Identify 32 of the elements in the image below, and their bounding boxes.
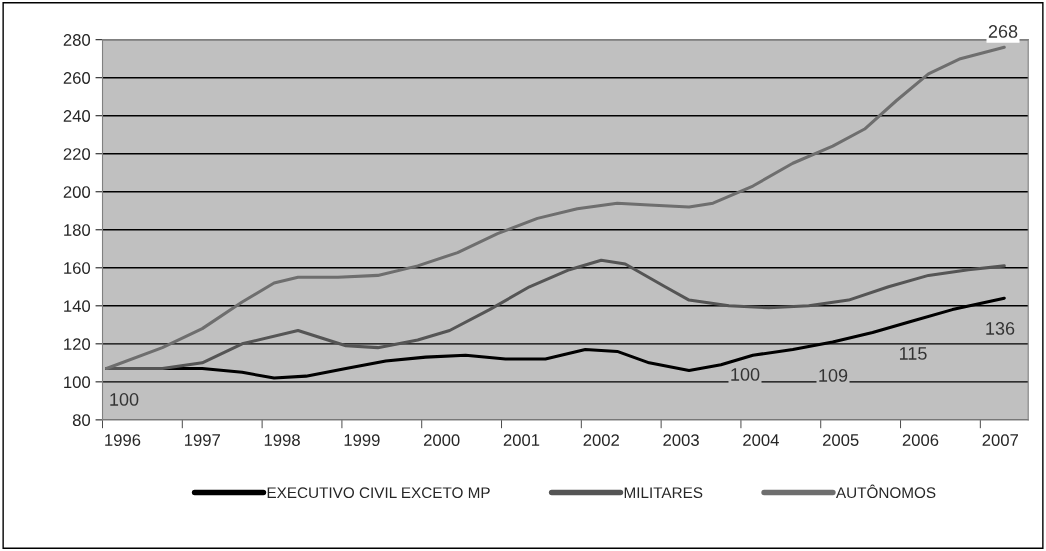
legend-label: AUTÔNOMOS <box>835 484 936 499</box>
annotation: 136 <box>986 322 1015 335</box>
y-tick-label: 280 <box>63 34 91 46</box>
y-tick-label: 120 <box>64 338 91 351</box>
x-tick-label: 1996 <box>105 434 141 446</box>
y-tick-label: 140 <box>64 300 91 313</box>
annotation: 100 <box>731 368 760 381</box>
y-tick-label: 200 <box>63 186 91 198</box>
x-tick-label: 2003 <box>663 434 699 446</box>
y-tick-label: 80 <box>72 414 91 427</box>
x-tick-label: 2001 <box>503 434 540 446</box>
x-tick-label: 2005 <box>822 434 859 446</box>
y-tick-label: 260 <box>63 72 91 84</box>
y-tick-label: 100 <box>64 376 91 389</box>
x-tick-label: 2000 <box>423 434 460 446</box>
y-tick-label: 180 <box>64 224 91 236</box>
x-tick-label: 1998 <box>264 434 300 446</box>
x-tick-label: 2002 <box>583 434 619 446</box>
x-tick-label: 2007 <box>982 434 1018 446</box>
annotation: 109 <box>819 369 848 382</box>
x-tick-label: 1997 <box>185 434 220 446</box>
x-tick-label: 2006 <box>902 434 939 446</box>
annotation: 100 <box>110 393 139 406</box>
x-tick-label: 2004 <box>743 434 779 446</box>
legend-label: MILITARES <box>624 487 703 499</box>
annotation: 115 <box>899 347 927 360</box>
legend-label: EXECUTIVO CIVIL EXCETO MP <box>267 487 490 499</box>
text: 268 <box>988 25 1018 38</box>
x-tick-label: 1999 <box>344 434 380 446</box>
y-tick-label: 240 <box>63 110 91 122</box>
y-tick-label: 160 <box>64 262 91 274</box>
y-tick-label: 220 <box>63 148 91 160</box>
